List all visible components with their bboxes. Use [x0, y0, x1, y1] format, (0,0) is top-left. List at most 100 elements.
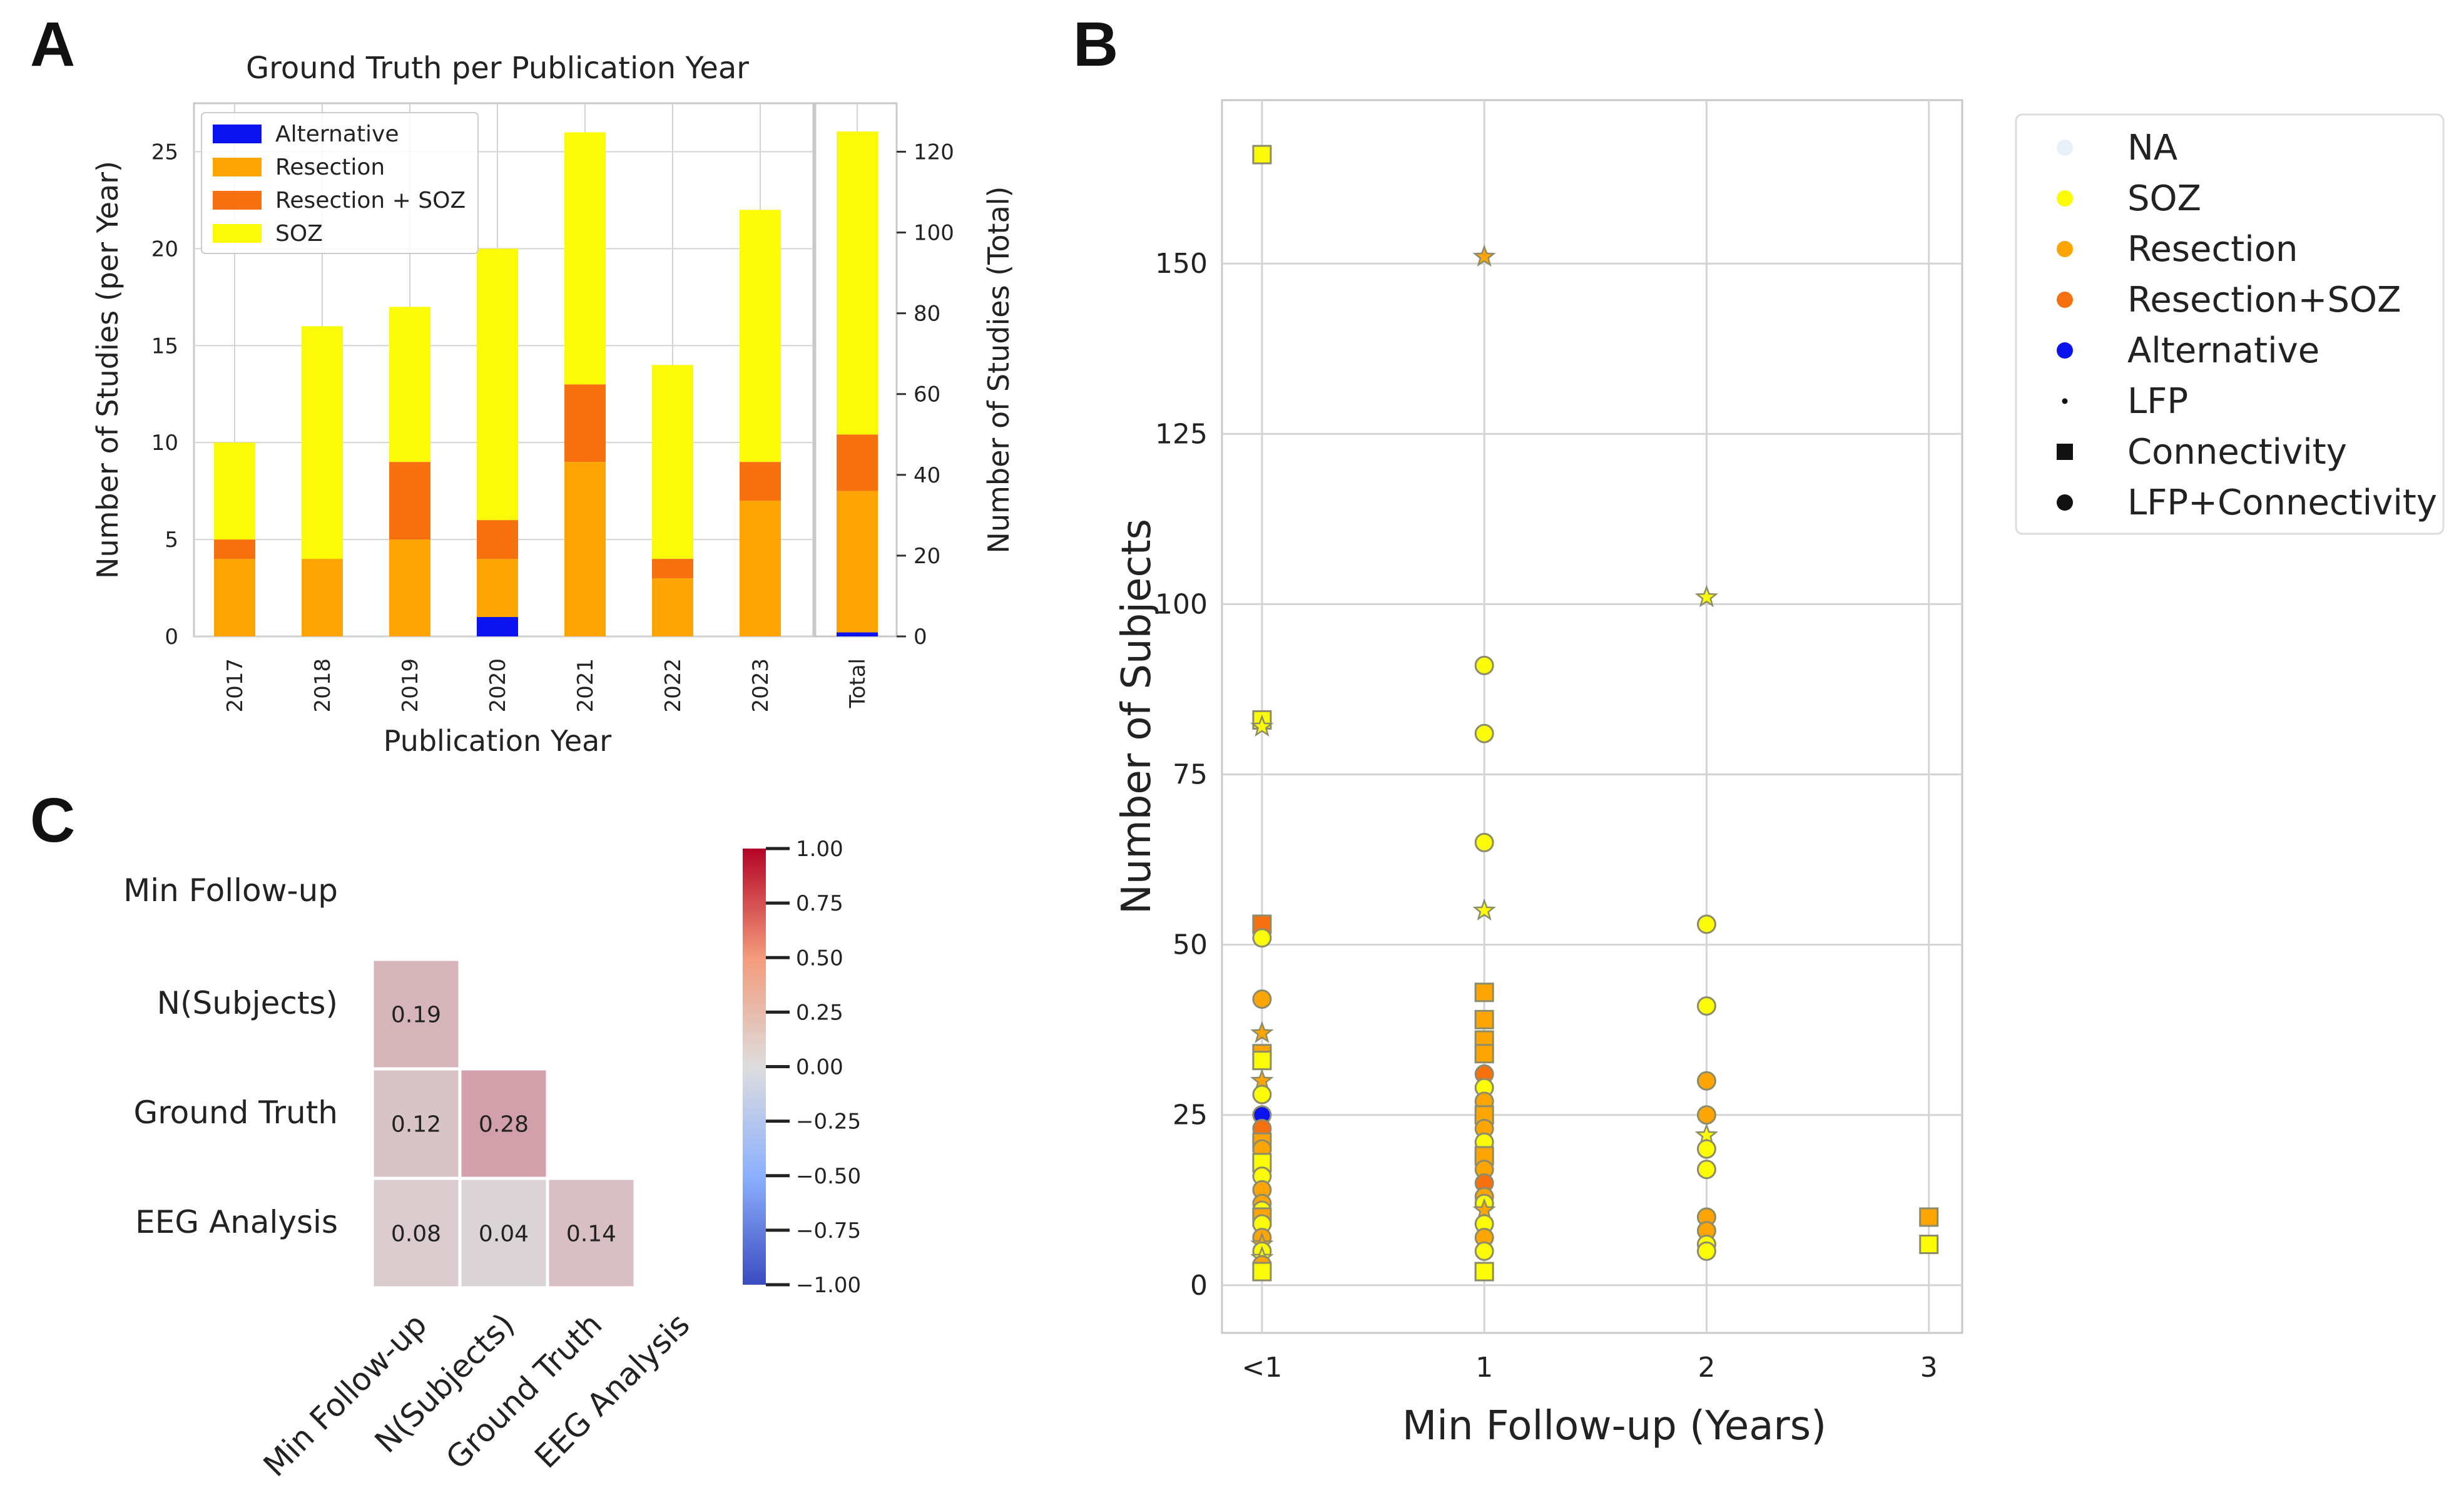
point-soz-circle: [1696, 1160, 1716, 1180]
legend-a-swatch-resection-soz: [213, 191, 262, 210]
chart-a-y-ticks: 0 5 10 15 20 25: [151, 140, 178, 650]
bar-2022-resection: [652, 578, 693, 636]
chart-a-total-y-tick: 80: [914, 302, 940, 327]
chart-a-x-tick: 2020: [486, 658, 511, 713]
chart-a-total-x-tick: Total: [845, 658, 870, 708]
point-soz-circle: [1252, 928, 1272, 948]
legend-a-label: SOZ: [275, 221, 323, 247]
legend-b-marker-resection-soz: [2057, 292, 2073, 308]
legend-a-swatch-resection: [213, 158, 262, 176]
heatmap-cell: [370, 957, 462, 1071]
legend-b-marker-resection: [2057, 241, 2073, 257]
chart-a-x-label: Publication Year: [384, 724, 612, 758]
chart-a-bars: [214, 132, 781, 636]
legend-b-label: Resection: [2127, 229, 2298, 270]
bar-2023-resection: [740, 501, 781, 636]
colorbar: [743, 849, 766, 1285]
bar-2019-resection: [389, 539, 430, 636]
bar-2021-soz: [564, 132, 606, 385]
chart-b-y-tick: 75: [1173, 759, 1208, 791]
heatmap-cells: 0.19 0.12 0.28 0.08 0.04 0.14: [370, 957, 637, 1290]
heatmap-cell-value: 0.14: [566, 1222, 616, 1247]
chart-a-y-tick: 10: [151, 431, 178, 456]
bar-2017-soz: [214, 442, 255, 540]
chart-b-y-label: Number of Subjects: [1114, 519, 1160, 914]
bar-2023-resection-soz: [740, 462, 781, 501]
chart-a-total-bar: [837, 103, 878, 636]
panel-label-c: C: [30, 785, 75, 855]
heatmap-cell: [546, 1176, 637, 1290]
chart-b-points: [1250, 145, 1939, 1282]
chart-a-y-tick: 25: [151, 140, 178, 165]
chart-b-x-tick: 2: [1698, 1352, 1715, 1384]
point-resection-square: [1474, 1009, 1494, 1029]
colorbar-ticks: 1.00 0.75 0.50 0.25 0.00 −0.25 −0.50 −0.75 −1.00: [766, 837, 861, 1298]
panel-b-scatter-chart: 0 25 50 75 100 125 150 <1 1 2 3 Number of Subject…: [1114, 99, 2445, 1449]
point-soz-circle: [1474, 832, 1494, 852]
chart-b-legend: NA SOZ Resection Resection+SOZ Alternative LF…: [2015, 113, 2445, 535]
legend-a-swatch-soz: [213, 224, 262, 243]
point-soz-circle: [1696, 1241, 1716, 1261]
point-soz-circle: [1696, 914, 1716, 934]
bar-2019-soz: [389, 307, 430, 462]
legend-b-label: Resection+SOZ: [2127, 280, 2401, 320]
chart-a-total-y-tick: 60: [914, 382, 940, 407]
chart-b-x-tick: 1: [1475, 1352, 1493, 1384]
bar-2020-resection: [477, 559, 518, 618]
chart-b-y-tick: 125: [1155, 418, 1208, 450]
point-soz-square: [1252, 1051, 1272, 1071]
chart-a-x-tick: 2023: [748, 658, 773, 713]
panel-c-correlation-heatmap: 0.19 0.12 0.28 0.08 0.04 0.14 Min Follow-up N(…: [123, 837, 861, 1484]
colorbar-tick-label: 0.25: [796, 1000, 843, 1025]
heatmap-cell-value: 0.28: [479, 1112, 529, 1138]
colorbar-tick-label: 1.00: [796, 837, 843, 862]
heatmap-cell-value: 0.08: [391, 1222, 441, 1247]
legend-b-label: LFP: [2127, 381, 2188, 422]
chart-a-title: Ground Truth per Publication Year: [246, 51, 749, 86]
heatmap-column-labels: Min Follow-upN(Subjects)Ground TruthEEG …: [257, 1306, 696, 1483]
chart-a-legend: Alternative Resection Resection + SOZ SOZ: [201, 112, 479, 254]
bar-total-soz: [837, 131, 878, 435]
bar-2020-soz: [477, 248, 518, 521]
chart-a-legend-box: [201, 112, 479, 254]
point-resection-star: [1472, 244, 1496, 267]
chart-a-x-tick: 2022: [661, 658, 686, 713]
heatmap-cell: [370, 1067, 462, 1180]
chart-b-x-tick: 3: [1920, 1352, 1938, 1384]
point-soz-circle: [1474, 655, 1494, 675]
bar-total-alternative: [837, 632, 878, 636]
bar-2022-resection-soz: [652, 559, 693, 579]
point-soz-square: [1919, 1235, 1939, 1255]
heatmap-cell: [370, 1176, 462, 1290]
chart-a-y-tick: 5: [165, 528, 178, 553]
chart-a-y-tick: 15: [151, 334, 178, 359]
panel-label-b: B: [1073, 9, 1118, 79]
heatmap-row-labels: Min Follow-up N(Subjects) Ground Truth EEG …: [123, 872, 338, 1240]
chart-a-total-y-label: Number of Studies (Total): [982, 186, 1016, 554]
chart-a-y-tick: 20: [151, 237, 178, 262]
chart-b-y-tick: 50: [1173, 929, 1208, 961]
bar-2018-soz: [302, 326, 343, 559]
bar-total-resection: [837, 491, 878, 633]
chart-b-x-label: Min Follow-up (Years): [1402, 1403, 1826, 1449]
chart-a-y-tick: 0: [165, 625, 178, 650]
heatmap-row-label: EEG Analysis: [135, 1204, 338, 1240]
colorbar-tick-label: 0.00: [796, 1055, 843, 1080]
chart-a-x-ticks: 2017 2018 2019 2020 2021 2022 2023 Total: [223, 658, 870, 713]
heatmap-row-label: Ground Truth: [133, 1094, 338, 1131]
chart-a-y-label: Number of Studies (per Year): [91, 161, 125, 579]
point-soz-circle: [1696, 1139, 1716, 1159]
bar-2017-resection: [214, 559, 255, 636]
point-soz-circle: [1474, 723, 1494, 743]
chart-a-total-y-tick: 20: [914, 544, 940, 569]
legend-b-label: Connectivity: [2127, 432, 2347, 472]
point-soz-square: [1252, 1262, 1272, 1282]
chart-a-x-tick: 2019: [398, 658, 423, 713]
chart-b-y-tick: 0: [1190, 1270, 1208, 1302]
bar-2023-soz: [740, 210, 781, 462]
point-soz-star: [1472, 898, 1496, 921]
chart-b-legend-box: [2015, 113, 2445, 535]
chart-a-total-y-tick: 40: [914, 463, 940, 488]
legend-a-label: Alternative: [275, 121, 399, 147]
